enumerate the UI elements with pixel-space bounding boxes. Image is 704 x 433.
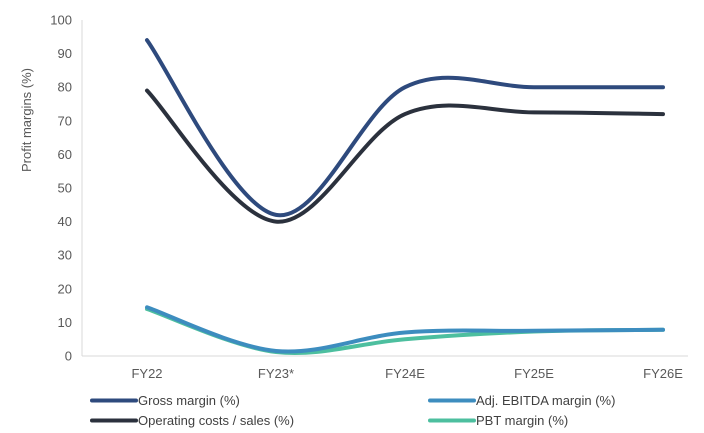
x-tick-label: FY22 [131, 366, 162, 381]
legend-item-operating-costs-sales: Operating costs / sales (%) [90, 413, 294, 428]
plot-area [145, 38, 665, 356]
series-line-gross-margin [145, 38, 665, 217]
legend-label: PBT margin (%) [476, 413, 568, 428]
y-tick-label: 10 [58, 315, 72, 330]
x-tick-label: FY25E [514, 366, 554, 381]
series-line-adj-ebitda-margin [145, 305, 665, 354]
x-tick-label: FY23* [258, 366, 294, 381]
y-tick-label: 40 [58, 214, 72, 229]
legend-label: Gross margin (%) [138, 393, 240, 408]
legend-item-gross-margin: Gross margin (%) [90, 393, 240, 408]
legend-label: Operating costs / sales (%) [138, 413, 294, 428]
y-tick-label: 90 [58, 46, 72, 61]
y-tick-label: 60 [58, 147, 72, 162]
x-tick-label: FY26E [643, 366, 683, 381]
legend-label: Adj. EBITDA margin (%) [476, 393, 615, 408]
x-axis: FY22 FY23* FY24E FY25E FY26E [82, 355, 688, 381]
legend: Gross margin (%) Adj. EBITDA margin (%) Op… [90, 393, 615, 428]
y-tick-label: 70 [58, 113, 72, 128]
y-axis: 0 10 20 30 40 50 60 70 80 90 100 [50, 13, 83, 364]
series-line-operating-costs-sales [145, 88, 665, 224]
y-tick-label: 50 [58, 181, 72, 196]
x-tick-label: FY24E [385, 366, 425, 381]
y-tick-label: 20 [58, 281, 72, 296]
legend-item-pbt-margin: PBT margin (%) [428, 413, 568, 428]
legend-item-adj-ebitda-margin: Adj. EBITDA margin (%) [428, 393, 615, 408]
y-tick-label: 80 [58, 80, 72, 95]
y-tick-label: 100 [50, 13, 72, 28]
y-tick-label: 0 [65, 349, 72, 364]
y-tick-label: 30 [58, 248, 72, 263]
y-axis-title: Profit margins (%) [19, 68, 34, 172]
